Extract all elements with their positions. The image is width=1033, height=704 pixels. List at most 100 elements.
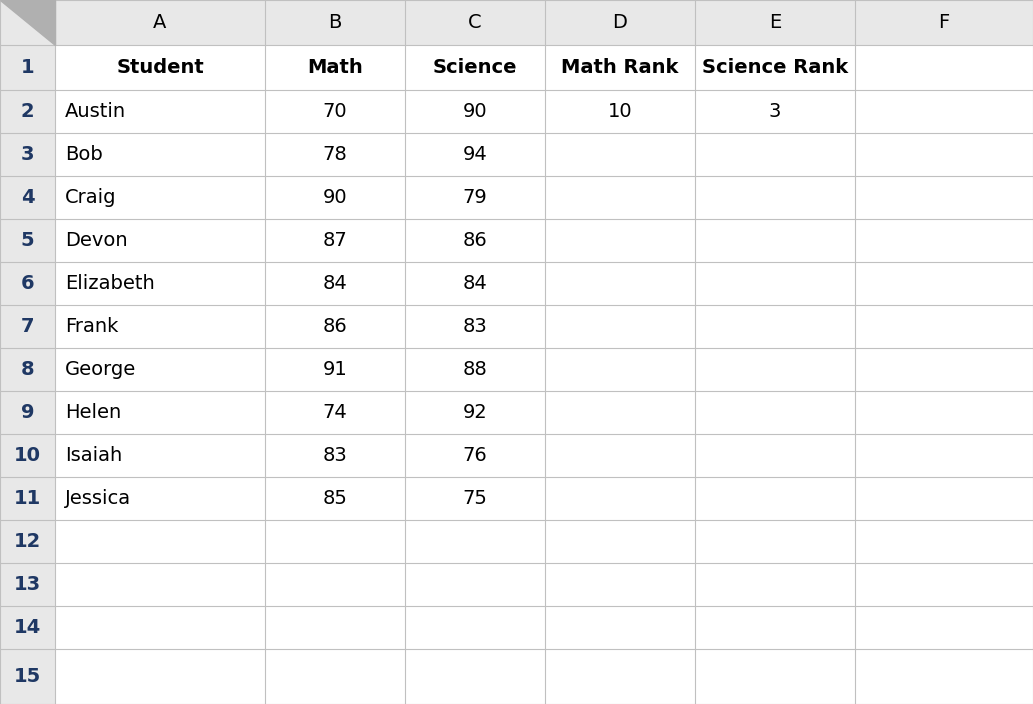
Bar [855, 219, 1033, 262]
Bar [55, 90, 265, 133]
Bar [405, 606, 545, 649]
Text: 12: 12 [13, 532, 41, 551]
Text: 90: 90 [463, 102, 488, 121]
Bar [855, 176, 1033, 219]
Bar [0, 262, 55, 305]
Bar [0, 391, 55, 434]
Text: 11: 11 [13, 489, 41, 508]
Bar [55, 391, 265, 434]
Bar [855, 0, 1033, 45]
Bar [855, 606, 1033, 649]
Bar [265, 434, 405, 477]
Text: Helen: Helen [65, 403, 121, 422]
Bar [265, 262, 405, 305]
Text: 76: 76 [463, 446, 488, 465]
Text: Science: Science [433, 58, 518, 77]
Bar [265, 90, 405, 133]
Bar [55, 477, 265, 520]
Bar [405, 219, 545, 262]
Bar [0, 0, 55, 45]
Bar [0, 348, 55, 391]
Bar [855, 434, 1033, 477]
Text: 70: 70 [322, 102, 347, 121]
Bar [405, 563, 545, 606]
Text: Math: Math [307, 58, 363, 77]
Bar [55, 563, 265, 606]
Bar [0, 133, 55, 176]
Text: 74: 74 [322, 403, 347, 422]
Bar [405, 477, 545, 520]
Bar [55, 649, 265, 704]
Text: Student: Student [116, 58, 204, 77]
Bar [855, 348, 1033, 391]
Bar [265, 477, 405, 520]
Bar [55, 45, 265, 90]
Bar [855, 90, 1033, 133]
Bar [545, 45, 695, 90]
Text: 5: 5 [21, 231, 34, 250]
Text: 87: 87 [322, 231, 347, 250]
Bar [855, 305, 1033, 348]
Bar [695, 434, 855, 477]
Text: 9: 9 [21, 403, 34, 422]
Text: 15: 15 [13, 667, 41, 686]
Bar [55, 219, 265, 262]
Text: 84: 84 [322, 274, 347, 293]
Text: 86: 86 [463, 231, 488, 250]
Bar [545, 176, 695, 219]
Text: 92: 92 [463, 403, 488, 422]
Bar [545, 219, 695, 262]
Text: D: D [613, 13, 627, 32]
Bar [405, 0, 545, 45]
Bar [695, 45, 855, 90]
Bar [405, 348, 545, 391]
Text: 1: 1 [21, 58, 34, 77]
Text: 8: 8 [21, 360, 34, 379]
Text: Science Rank: Science Rank [702, 58, 848, 77]
Bar [405, 176, 545, 219]
Text: 79: 79 [463, 188, 488, 207]
Bar [265, 606, 405, 649]
Bar [55, 133, 265, 176]
Bar [0, 90, 55, 133]
Text: A: A [153, 13, 166, 32]
Bar [695, 606, 855, 649]
Bar [545, 563, 695, 606]
Bar [405, 90, 545, 133]
Bar [695, 133, 855, 176]
Text: 91: 91 [322, 360, 347, 379]
Bar [55, 305, 265, 348]
Bar [265, 649, 405, 704]
Text: F: F [938, 13, 949, 32]
Bar [695, 219, 855, 262]
Bar [55, 262, 265, 305]
Bar [405, 305, 545, 348]
Bar [855, 563, 1033, 606]
Text: Frank: Frank [65, 317, 119, 336]
Bar [0, 434, 55, 477]
Text: E: E [769, 13, 781, 32]
Text: 13: 13 [13, 575, 41, 594]
Bar [265, 219, 405, 262]
Bar [405, 133, 545, 176]
Text: Jessica: Jessica [65, 489, 131, 508]
Text: 10: 10 [14, 446, 41, 465]
Bar [55, 176, 265, 219]
Bar [405, 434, 545, 477]
Text: 3: 3 [21, 145, 34, 164]
Text: 88: 88 [463, 360, 488, 379]
Text: George: George [65, 360, 136, 379]
Bar [545, 348, 695, 391]
Text: 78: 78 [322, 145, 347, 164]
Bar [545, 305, 695, 348]
Text: 14: 14 [13, 618, 41, 637]
Bar [695, 90, 855, 133]
Text: 85: 85 [322, 489, 347, 508]
Text: Elizabeth: Elizabeth [65, 274, 155, 293]
Bar [855, 133, 1033, 176]
Bar [695, 0, 855, 45]
Text: Isaiah: Isaiah [65, 446, 122, 465]
Text: Austin: Austin [65, 102, 126, 121]
Bar [55, 0, 265, 45]
Bar [545, 391, 695, 434]
